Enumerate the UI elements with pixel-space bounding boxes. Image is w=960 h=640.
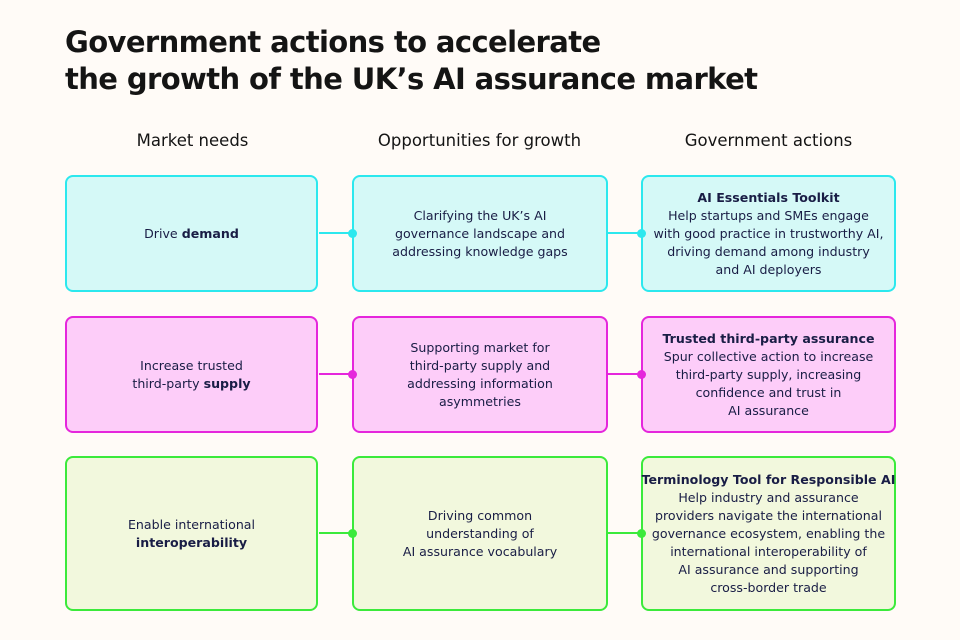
action-title: Terminology Tool for Responsible AI: [641, 471, 896, 487]
action-line: and AI deployers: [715, 261, 822, 277]
connector-dot-icon: [636, 228, 646, 238]
text: Drive: [144, 225, 182, 241]
need-line: third-party supply: [132, 375, 250, 393]
bold-text: demand: [181, 225, 239, 241]
opportunity-line: addressing information: [407, 375, 553, 391]
page-title: Government actions to accelerate the gro…: [65, 24, 758, 98]
market-need-box: Enable international interoperability: [65, 456, 318, 611]
connector-dot-icon: [347, 528, 357, 538]
need-line: Enable international: [128, 516, 255, 534]
opportunity-box: Clarifying the UK’s AI governance landsca…: [352, 175, 608, 292]
opportunity-line: Clarifying the UK’s AI: [413, 207, 547, 223]
opportunity-line: Driving common: [427, 507, 533, 523]
action-title: AI Essentials Toolkit: [697, 189, 840, 205]
text: Increase trusted: [140, 357, 243, 373]
government-action-box: Terminology Tool for Responsible AI Help …: [641, 456, 896, 611]
connector-dot-icon: [347, 228, 357, 238]
text: Enable international: [127, 516, 256, 532]
opportunity-box: Supporting market for third-party supply …: [352, 316, 608, 433]
action-line: AI assurance and supporting: [678, 561, 859, 577]
action-line: Help industry and assurance: [678, 489, 859, 505]
title-line: Government actions to accelerate: [65, 25, 601, 59]
need-line: Drive demand: [144, 225, 239, 243]
market-need-box: Drive demand: [65, 175, 318, 292]
opportunity-line: Supporting market for: [410, 339, 550, 355]
connector-dot-icon: [636, 528, 646, 538]
action-line: Spur collective action to increase: [663, 348, 874, 364]
column-header-market-needs: Market needs: [136, 131, 249, 150]
action-line: cross-border trade: [710, 579, 827, 595]
connector-line: [608, 232, 641, 234]
action-line: governance ecosystem, enabling the: [651, 525, 886, 541]
action-line: confidence and trust in: [695, 384, 842, 400]
action-line: providers navigate the international: [655, 507, 882, 523]
bold-text: interoperability: [135, 534, 248, 550]
need-line: Increase trusted: [140, 357, 243, 375]
government-action-box: Trusted third-party assurance Spur collec…: [641, 316, 896, 433]
connector-line: [319, 532, 352, 534]
opportunity-line: understanding of: [426, 525, 534, 541]
column-header-government-actions: Government actions: [684, 131, 853, 150]
need-line: interoperability: [136, 534, 247, 552]
connector-dot-icon: [347, 369, 357, 379]
action-title: Trusted third-party assurance: [662, 330, 875, 346]
government-action-box: AI Essentials Toolkit Help startups and S…: [641, 175, 896, 292]
column-header-opportunities: Opportunities for growth: [377, 131, 582, 150]
connector-line: [319, 232, 352, 234]
opportunity-line: third-party supply and: [409, 357, 551, 373]
action-line: Help startups and SMEs engage: [668, 207, 869, 223]
opportunity-line: AI assurance vocabulary: [402, 543, 558, 559]
action-line: third-party supply, increasing: [675, 366, 862, 382]
action-line: driving demand among industry: [667, 243, 870, 259]
title-line: the growth of the UK’s AI assurance mark…: [65, 62, 758, 96]
opportunity-line: governance landscape and: [394, 225, 566, 241]
action-line: AI assurance: [728, 402, 809, 418]
connector-line: [608, 373, 641, 375]
text: third-party: [132, 375, 204, 391]
opportunity-line: addressing knowledge gaps: [392, 243, 568, 259]
action-line: with good practice in trustworthy AI,: [653, 225, 884, 241]
opportunity-line: asymmetries: [439, 393, 521, 409]
bold-text: supply: [203, 375, 251, 391]
connector-line: [608, 532, 641, 534]
connector-line: [319, 373, 352, 375]
action-line: international interoperability of: [670, 543, 867, 559]
connector-dot-icon: [636, 369, 646, 379]
opportunity-box: Driving common understanding of AI assuran…: [352, 456, 608, 611]
market-need-box: Increase trusted third-party supply: [65, 316, 318, 433]
